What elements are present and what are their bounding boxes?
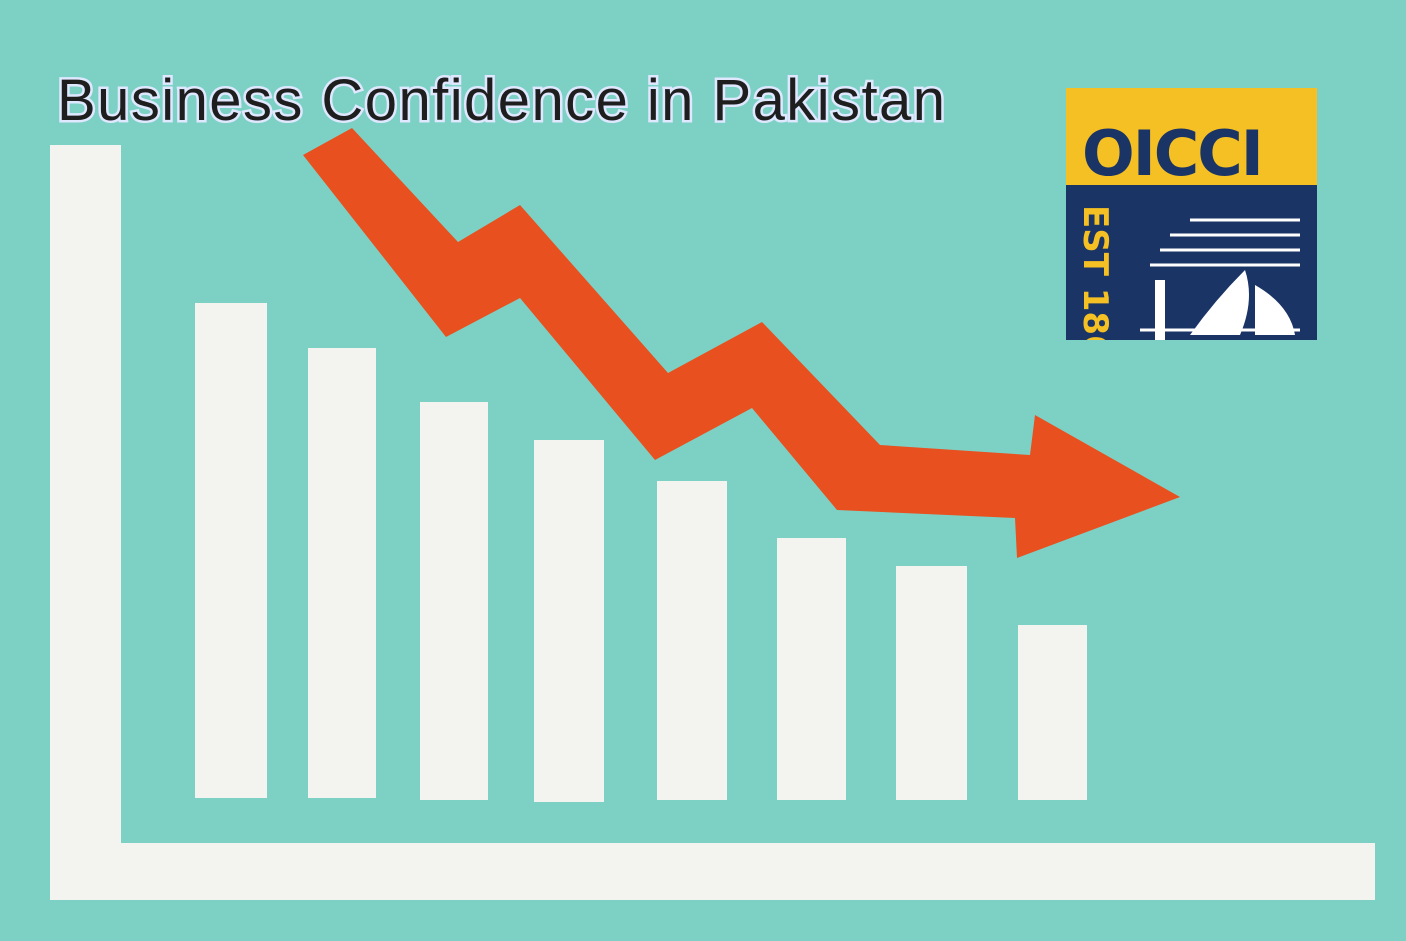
paper-axis [50,145,121,900]
paper-chart [50,145,1375,900]
paper-bar [195,303,267,798]
paper-axis [55,843,1375,900]
paper-bar [777,538,846,800]
logo: OICCI EST 186 [1066,88,1317,359]
logo-band [1066,88,1317,185]
logo-established: EST 186 [1075,205,1115,359]
paper-bar [534,440,604,802]
paper-bar [657,481,727,800]
logo-name: OICCI [1082,117,1262,190]
paper-bar [420,402,488,800]
paper-bar [308,348,376,798]
paper-bar [896,566,967,800]
paper-bar [1018,625,1087,800]
trend-arrow [303,128,1180,558]
title: Business Confidence in Pakistan [57,68,945,133]
logo-sail [1190,270,1295,335]
logo-tower [1155,280,1165,340]
